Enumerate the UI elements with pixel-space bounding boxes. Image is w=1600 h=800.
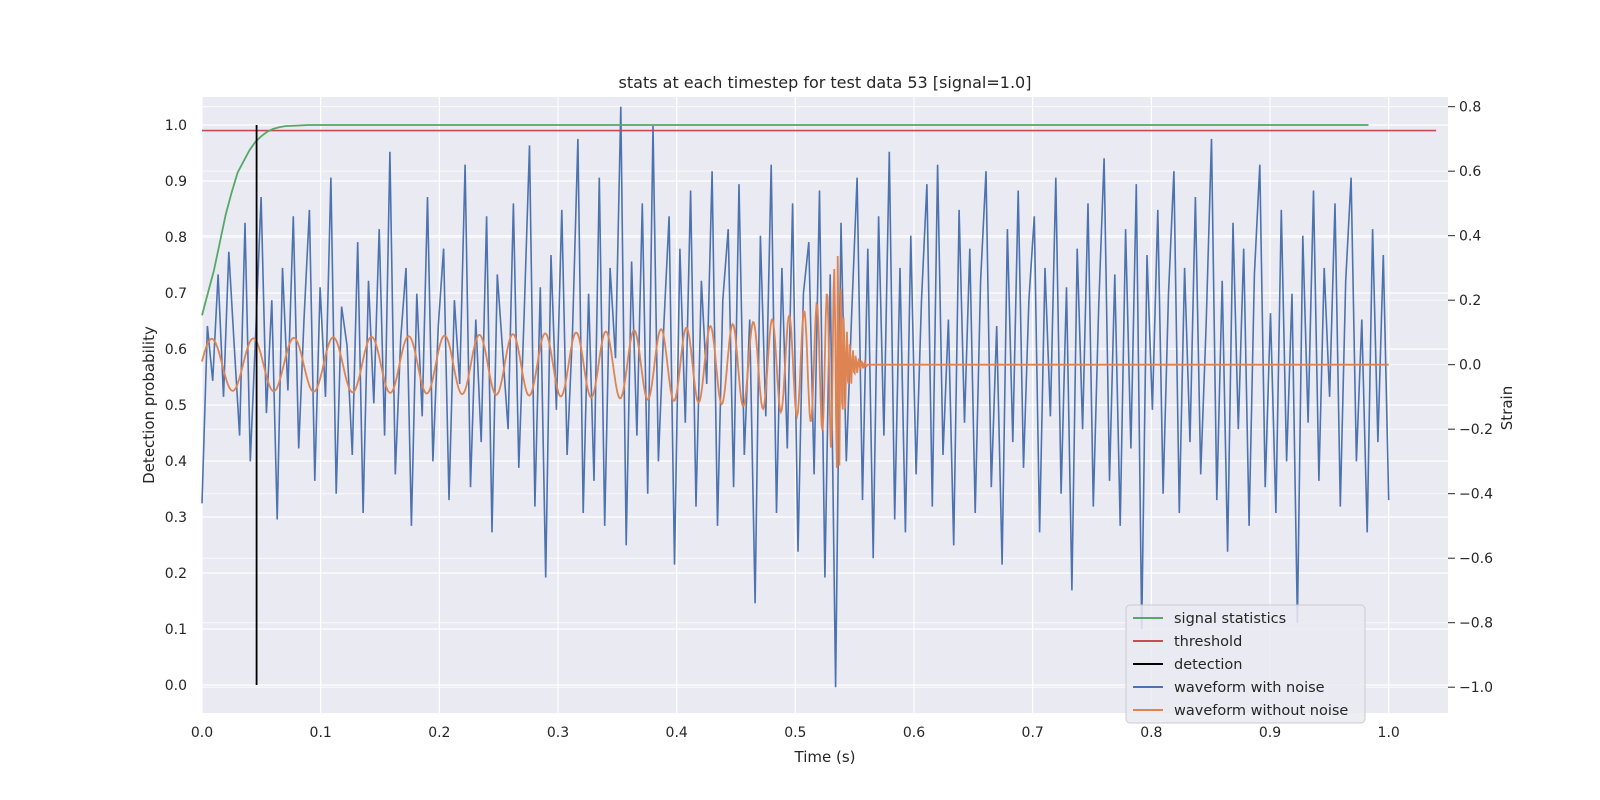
y-right-tick-label: 0.6 xyxy=(1459,164,1481,180)
y-left-tick-label: 0.3 xyxy=(165,510,187,526)
y-left-tick-label: 0.5 xyxy=(165,398,187,414)
legend-label-threshold: threshold xyxy=(1174,634,1242,650)
y-axis-right-label: Strain xyxy=(1498,386,1516,430)
x-tick-label: 1.0 xyxy=(1378,725,1400,741)
legend-label-detection: detection xyxy=(1174,657,1242,673)
y-right-tick-label: −0.6 xyxy=(1459,551,1493,567)
x-tick-label: 0.9 xyxy=(1259,725,1281,741)
chart-title: stats at each timestep for test data 53 … xyxy=(619,73,1032,92)
y-axis-right-ticks: 0.8 0.6 0.4 0.2 0.0 −0.2 −0.4 −0.6 −0.8 −1.0 xyxy=(1448,100,1493,696)
y-left-tick-label: 0.0 xyxy=(165,678,187,694)
legend-label-signal-statistics: signal statistics xyxy=(1174,611,1286,627)
y-right-tick-label: −0.2 xyxy=(1459,422,1493,438)
x-tick-label: 0.5 xyxy=(784,725,806,741)
y-left-tick-label: 0.2 xyxy=(165,566,187,582)
x-axis-ticks: 0.0 0.1 0.2 0.3 0.4 0.5 0.6 0.7 0.8 0.9 1.0 xyxy=(191,725,1400,741)
y-right-tick-label: −0.8 xyxy=(1459,616,1493,632)
legend-label-waveform-with-noise: waveform with noise xyxy=(1174,680,1325,696)
y-axis-left-label: Detection probability xyxy=(140,326,158,484)
y-left-tick-label: 0.1 xyxy=(165,622,187,638)
x-axis-label: Time (s) xyxy=(794,748,856,766)
legend: signal statistics threshold detection wa… xyxy=(1125,604,1366,724)
y-right-tick-label: −0.4 xyxy=(1459,487,1493,503)
x-tick-label: 0.7 xyxy=(1022,725,1044,741)
x-tick-label: 0.2 xyxy=(428,725,450,741)
series-waveform-without-noise xyxy=(201,255,1389,468)
x-tick-label: 0.4 xyxy=(666,725,688,741)
y-right-tick-label: −1.0 xyxy=(1459,680,1493,696)
x-tick-label: 0.3 xyxy=(547,725,569,741)
y-axis-left-ticks: 0.0 0.1 0.2 0.3 0.4 0.5 0.6 0.7 0.8 0.9 1.0 xyxy=(165,118,187,694)
y-left-tick-label: 0.6 xyxy=(165,342,187,358)
series-layer xyxy=(201,106,1437,688)
y-right-tick-label: 0.4 xyxy=(1459,229,1481,245)
y-right-tick-label: 0.8 xyxy=(1459,100,1481,116)
y-left-tick-label: 0.9 xyxy=(165,174,187,190)
y-right-tick-label: 0.0 xyxy=(1459,358,1481,374)
y-left-tick-label: 0.8 xyxy=(165,230,187,246)
x-tick-label: 0.1 xyxy=(310,725,332,741)
y-right-tick-label: 0.2 xyxy=(1459,293,1481,309)
legend-label-waveform-without-noise: waveform without noise xyxy=(1174,703,1348,719)
y-left-tick-label: 1.0 xyxy=(165,118,187,134)
legend-box xyxy=(1125,604,1366,724)
series-signal-statistics xyxy=(201,124,1369,316)
x-tick-label: 0.8 xyxy=(1140,725,1162,741)
x-tick-label: 0.0 xyxy=(191,725,213,741)
y-left-tick-label: 0.4 xyxy=(165,454,187,470)
x-tick-label: 0.6 xyxy=(903,725,925,741)
y-left-tick-label: 0.7 xyxy=(165,286,187,302)
